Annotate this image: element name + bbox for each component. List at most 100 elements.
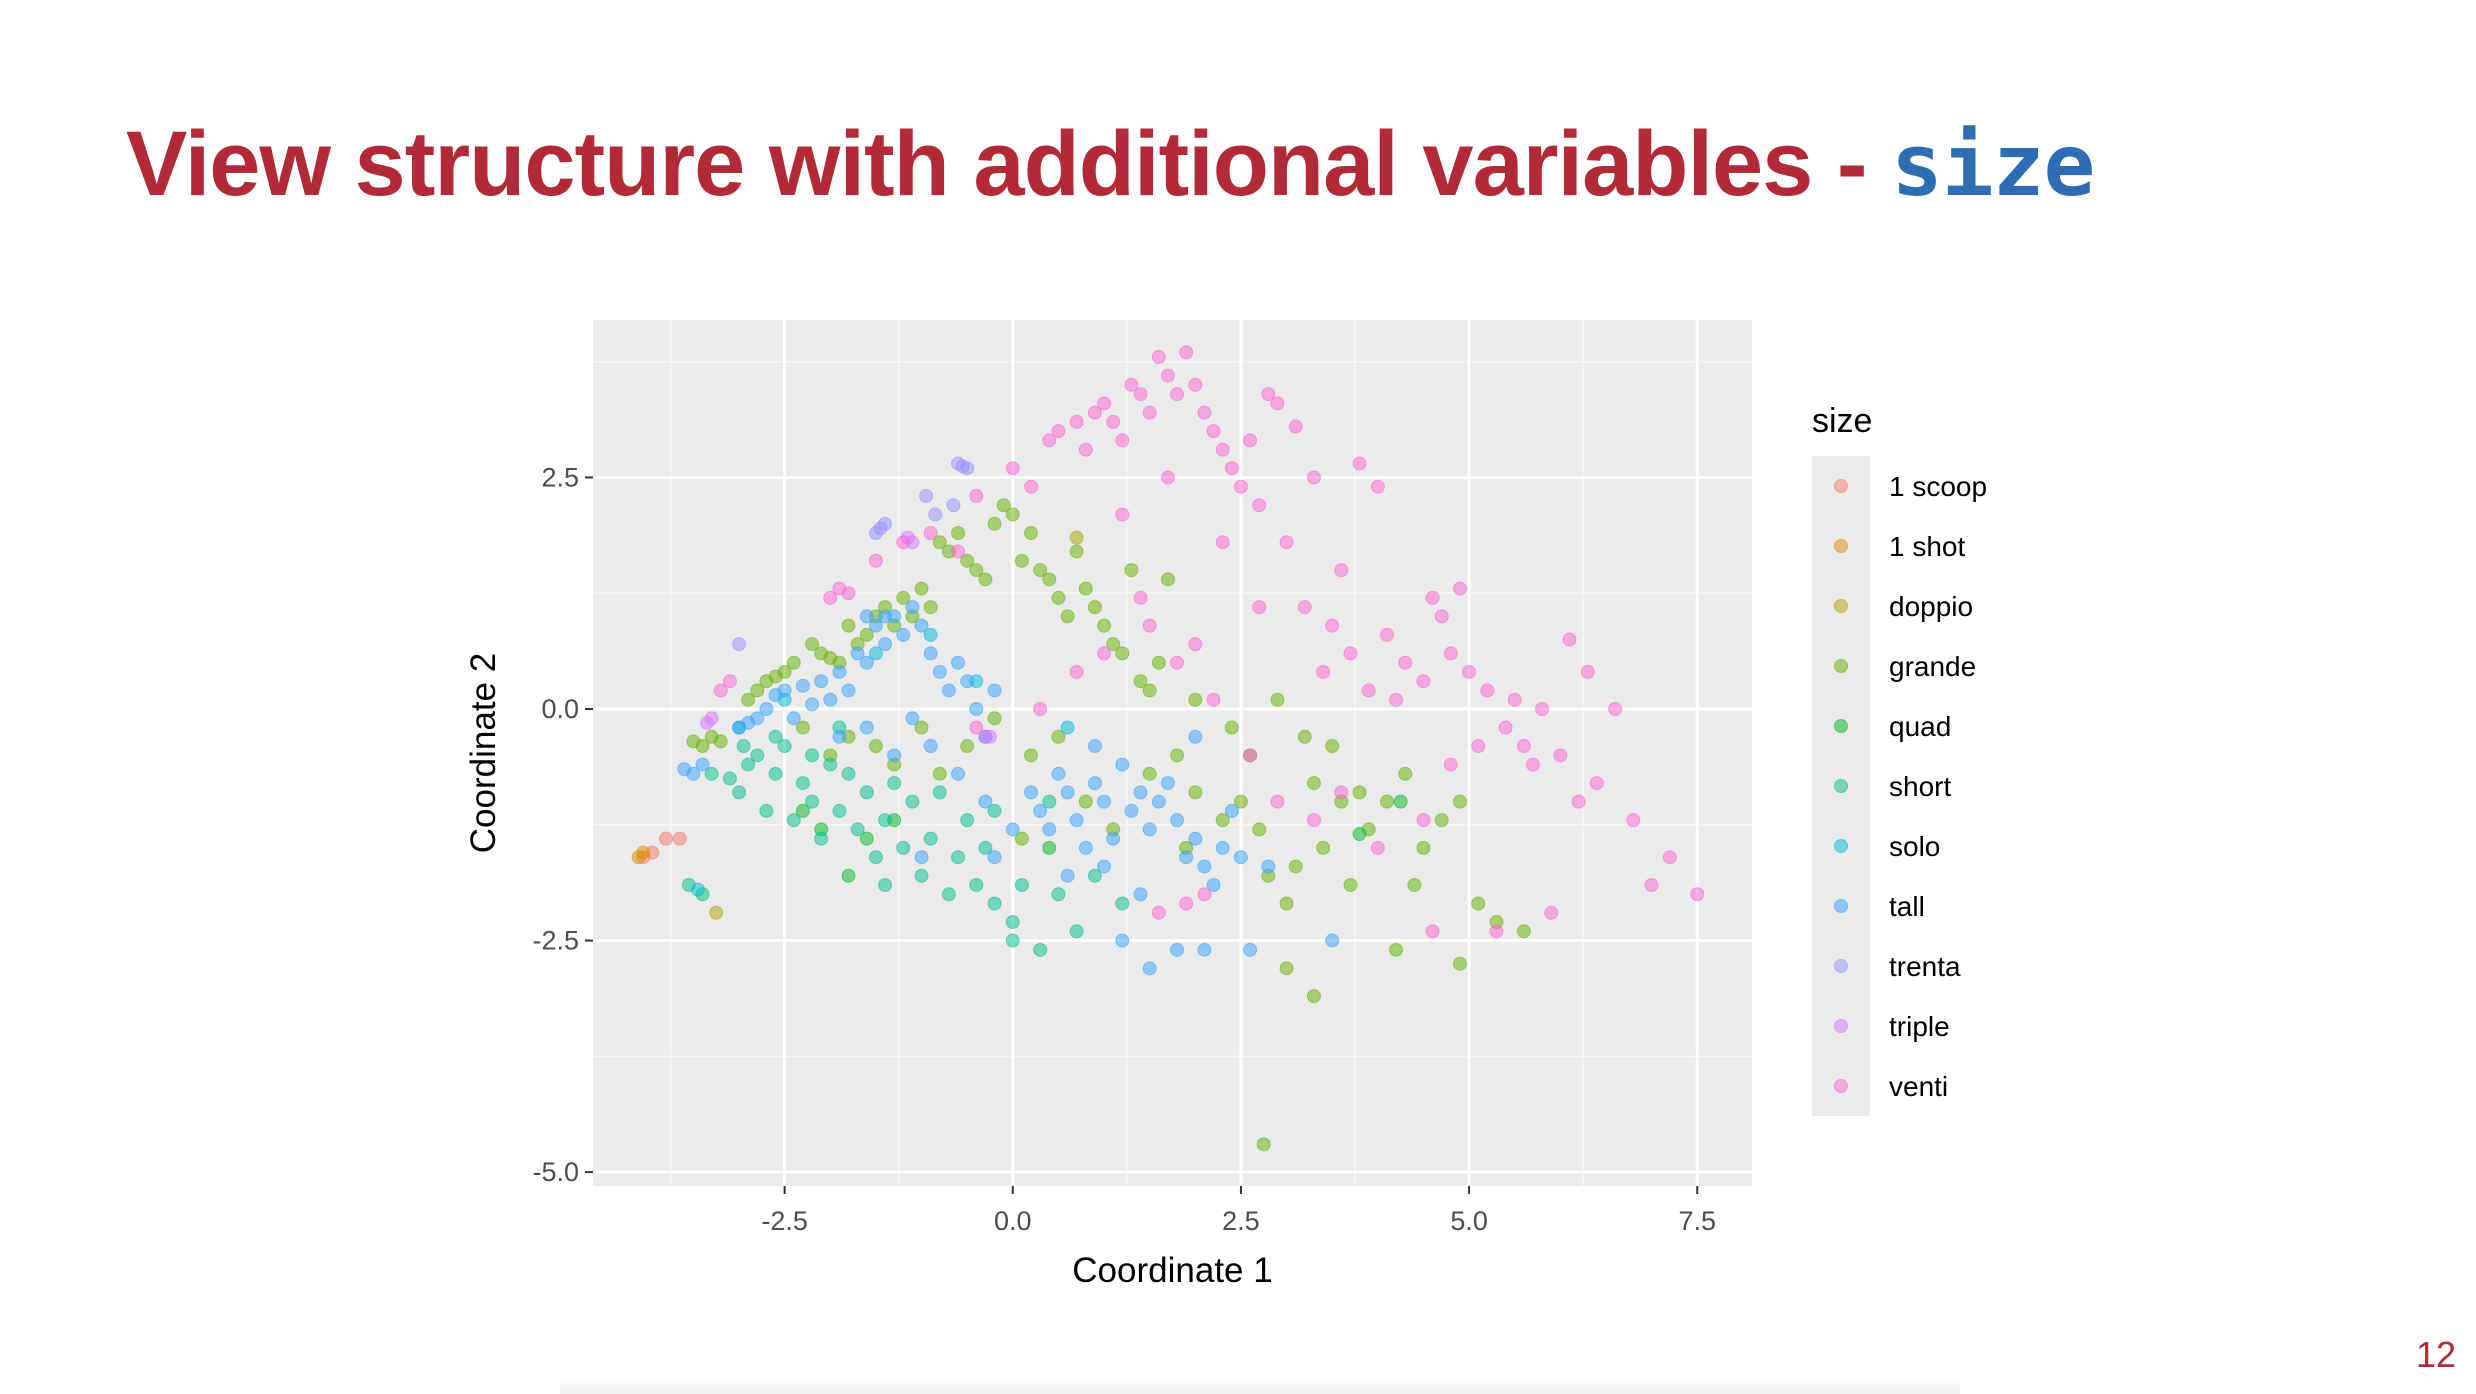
data-point (1078, 581, 1093, 596)
data-point (960, 813, 975, 828)
y-tick-label: -5.0 (532, 1157, 579, 1187)
data-point (1042, 794, 1057, 809)
data-point (941, 683, 956, 698)
data-point (923, 831, 938, 846)
legend: size 1 scoop 1 shot doppio grande quad short s… (1812, 402, 1987, 1116)
data-point (1334, 563, 1349, 578)
data-point (1416, 840, 1431, 855)
page-number: 12 (2415, 1334, 2456, 1375)
data-point (1133, 387, 1148, 402)
data-point (1115, 896, 1130, 911)
data-point (741, 757, 756, 772)
data-point (1197, 942, 1212, 957)
data-point (1306, 776, 1321, 791)
data-point (1206, 424, 1221, 439)
data-point (1069, 924, 1084, 939)
data-point (750, 711, 765, 726)
data-point (868, 646, 883, 661)
data-point (1279, 961, 1294, 976)
legend-label: tall (1889, 891, 1925, 922)
data-point (1370, 479, 1385, 494)
data-point (923, 646, 938, 661)
data-point (1014, 831, 1029, 846)
data-point (713, 683, 728, 698)
data-point (631, 850, 646, 865)
data-point (1306, 813, 1321, 828)
data-point (1005, 915, 1020, 930)
data-point (1142, 618, 1157, 633)
data-point (932, 785, 947, 800)
data-point (795, 776, 810, 791)
data-point (914, 720, 929, 735)
data-point (1060, 868, 1075, 883)
data-point (1252, 822, 1267, 837)
data-point (896, 627, 911, 642)
data-point (932, 664, 947, 679)
data-point (1133, 887, 1148, 902)
data-point (878, 637, 893, 652)
data-point (768, 729, 783, 744)
data-point (932, 535, 947, 550)
data-point (1389, 692, 1404, 707)
data-point (1516, 739, 1531, 754)
data-point (795, 803, 810, 818)
data-point (750, 748, 765, 763)
legend-label: quad (1889, 711, 1951, 742)
data-point (1124, 377, 1139, 392)
data-point (1160, 572, 1175, 587)
data-point (850, 822, 865, 837)
data-point (987, 711, 1002, 726)
legend-key (1834, 539, 1848, 553)
x-axis-label: Coordinate 1 (1072, 1251, 1272, 1290)
data-point (1489, 924, 1504, 939)
data-point (1151, 794, 1166, 809)
data-point (1097, 646, 1112, 661)
data-point (1005, 933, 1020, 948)
data-point (1352, 456, 1367, 471)
data-point (955, 459, 970, 474)
data-point (814, 831, 829, 846)
data-point (786, 655, 801, 670)
data-point (1051, 590, 1066, 605)
data-point (1142, 405, 1157, 420)
data-point (1024, 748, 1039, 763)
data-point (1087, 600, 1102, 615)
data-point (923, 627, 938, 642)
legend-label: trenta (1889, 951, 1961, 982)
data-point (786, 711, 801, 726)
data-point (1087, 739, 1102, 754)
data-point (1279, 535, 1294, 550)
data-point (1361, 683, 1376, 698)
data-point (1279, 896, 1294, 911)
data-point (1115, 933, 1130, 948)
data-point (805, 794, 820, 809)
data-point (914, 618, 929, 633)
data-point (759, 702, 774, 717)
data-point (896, 590, 911, 605)
data-point (1014, 877, 1029, 892)
data-point (951, 655, 966, 670)
data-point (1133, 590, 1148, 605)
legend-label: triple (1889, 1011, 1950, 1042)
data-point (1069, 813, 1084, 828)
legend-key (1834, 779, 1848, 793)
data-point (672, 831, 687, 846)
data-point (969, 488, 984, 503)
data-point (1288, 859, 1303, 874)
data-point (805, 697, 820, 712)
data-point (878, 877, 893, 892)
data-point (1188, 377, 1203, 392)
data-point (987, 896, 1002, 911)
data-point (1452, 581, 1467, 596)
data-point (1170, 748, 1185, 763)
data-point (1170, 387, 1185, 402)
data-point (805, 748, 820, 763)
data-point (951, 766, 966, 781)
data-point (987, 516, 1002, 531)
data-point (969, 877, 984, 892)
data-point (1256, 1137, 1271, 1152)
data-point (1151, 905, 1166, 920)
data-point (768, 766, 783, 781)
data-point (1069, 544, 1084, 559)
data-point (814, 674, 829, 689)
